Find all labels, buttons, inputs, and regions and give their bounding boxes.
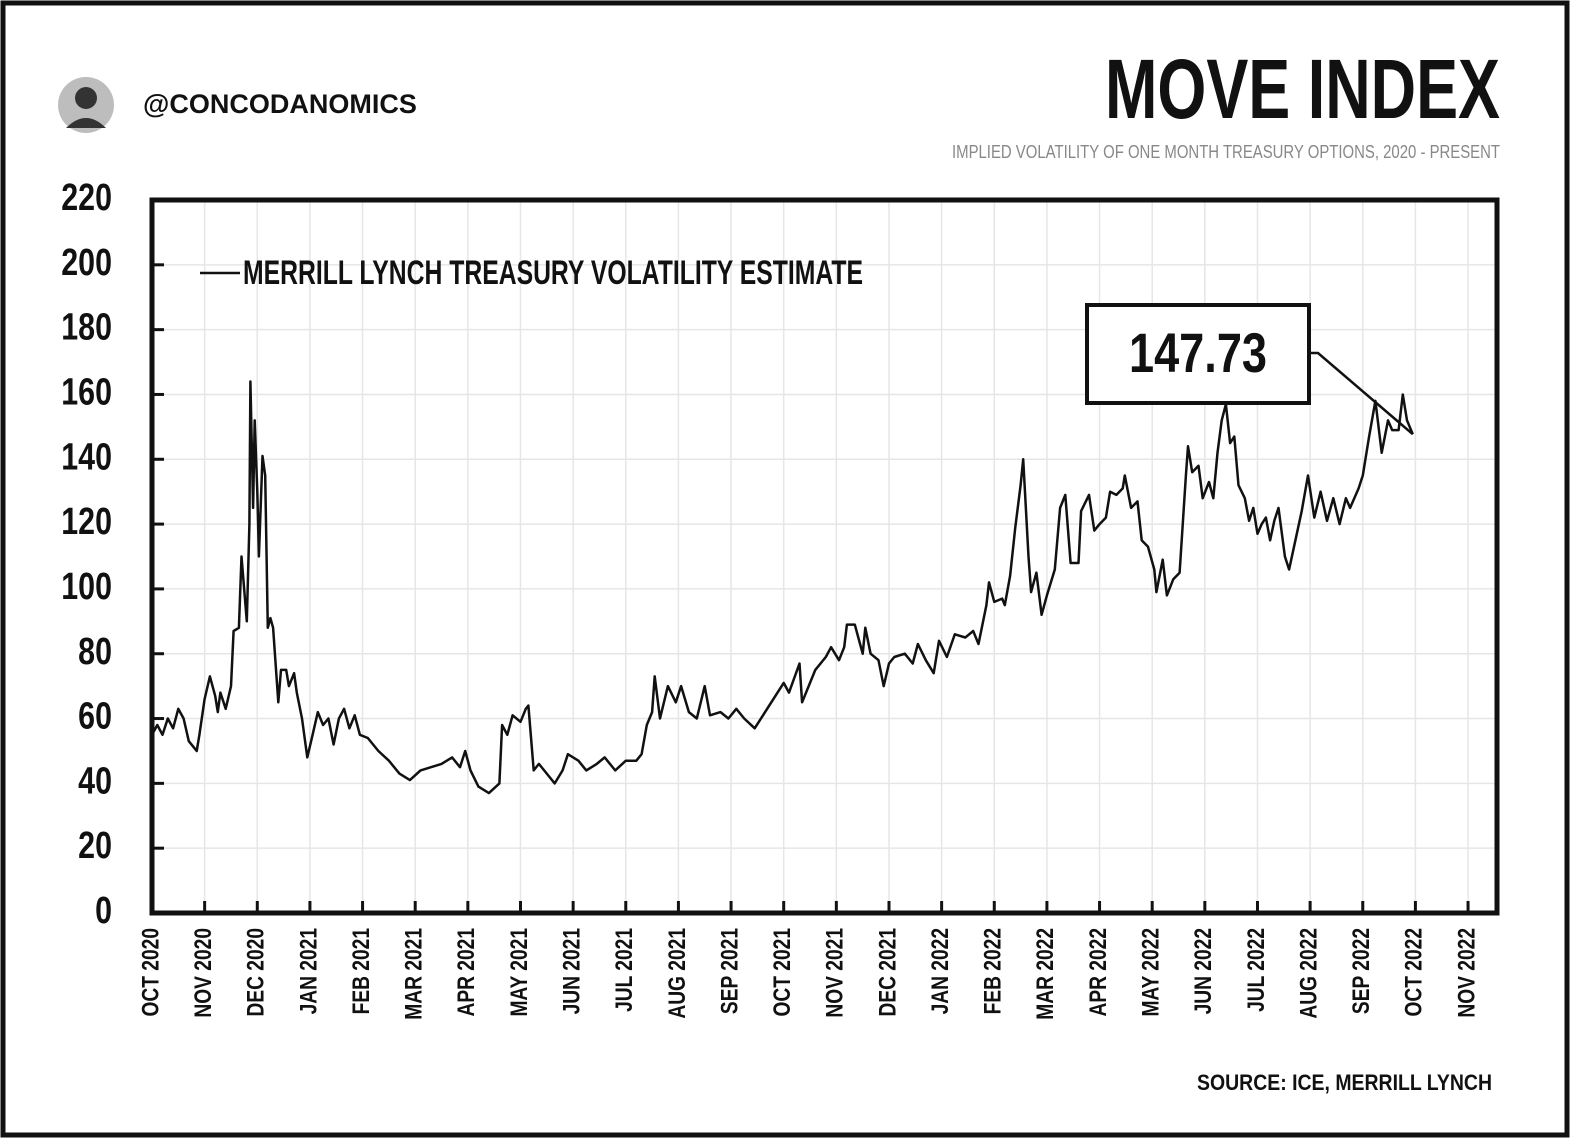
x-tick-label: FEB 2021 [347,928,375,1014]
plot-frame [149,197,1500,916]
x-tick-label: OCT 2022 [1400,928,1428,1017]
x-tick-label: JAN 2022 [926,928,954,1014]
x-tick-label: APR 2022 [1084,928,1112,1017]
line-series [150,380,1414,795]
chart-subtitle: IMPLIED VOLATILITY OF ONE MONTH TREASURY… [952,142,1500,162]
annotation-leader [1310,351,1414,436]
x-tick-label: JUL 2022 [1242,928,1270,1012]
y-tick-label: 60 [78,695,112,737]
x-tick-label: FEB 2022 [979,928,1007,1014]
x-tick-label: OCT 2020 [136,928,164,1017]
x-tick-label: JAN 2021 [294,928,322,1014]
y-tick-label: 80 [78,631,112,673]
y-tick-label: 100 [61,566,112,608]
y-tick-label: 220 [61,177,112,219]
x-tick-label: JUN 2021 [557,928,585,1014]
x-tick-label: AUG 2022 [1294,928,1322,1019]
x-tick-label: AUG 2021 [663,928,691,1019]
x-tick-label: NOV 2022 [1452,928,1480,1018]
x-tick-label: SEP 2021 [715,928,743,1014]
y-tick-label: 40 [78,760,112,802]
x-tick-label: APR 2021 [452,928,480,1017]
y-tick-label: 160 [61,371,112,413]
legend-label: MERRILL LYNCH TREASURY VOLATILITY ESTIMA… [243,254,863,292]
annotation-text: 147.73 [1129,321,1267,384]
y-tick-label: 200 [61,242,112,284]
chart-title: MOVE INDEX [1105,42,1500,136]
handle: @CONCODANOMICS [143,89,417,119]
x-tick-label: NOV 2020 [189,928,217,1018]
x-tick-label: DEC 2020 [242,928,270,1017]
avatar-body [66,118,106,128]
x-tick-label: SEP 2022 [1347,928,1375,1014]
x-tick-label: OCT 2021 [768,928,796,1017]
x-tick-label: MAY 2021 [505,928,533,1017]
y-tick-label: 120 [61,501,112,543]
y-tick-label: 0 [95,890,112,932]
x-tick-label: DEC 2021 [873,928,901,1017]
x-tick-label: JUN 2022 [1189,928,1217,1014]
source: SOURCE: ICE, MERRILL LYNCH [1197,1070,1492,1095]
y-tick-label: 20 [78,825,112,867]
x-tick-label: JUL 2021 [610,928,638,1012]
avatar-head [75,87,97,109]
x-tick-label: MAR 2022 [1031,928,1059,1020]
x-tick-label: NOV 2021 [821,928,849,1018]
y-tick-label: 180 [61,307,112,349]
annotation-box [1085,303,1311,405]
x-tick-label: MAY 2022 [1136,928,1164,1017]
x-tick-label: MAR 2021 [399,928,427,1020]
y-tick-label: 140 [61,436,112,478]
